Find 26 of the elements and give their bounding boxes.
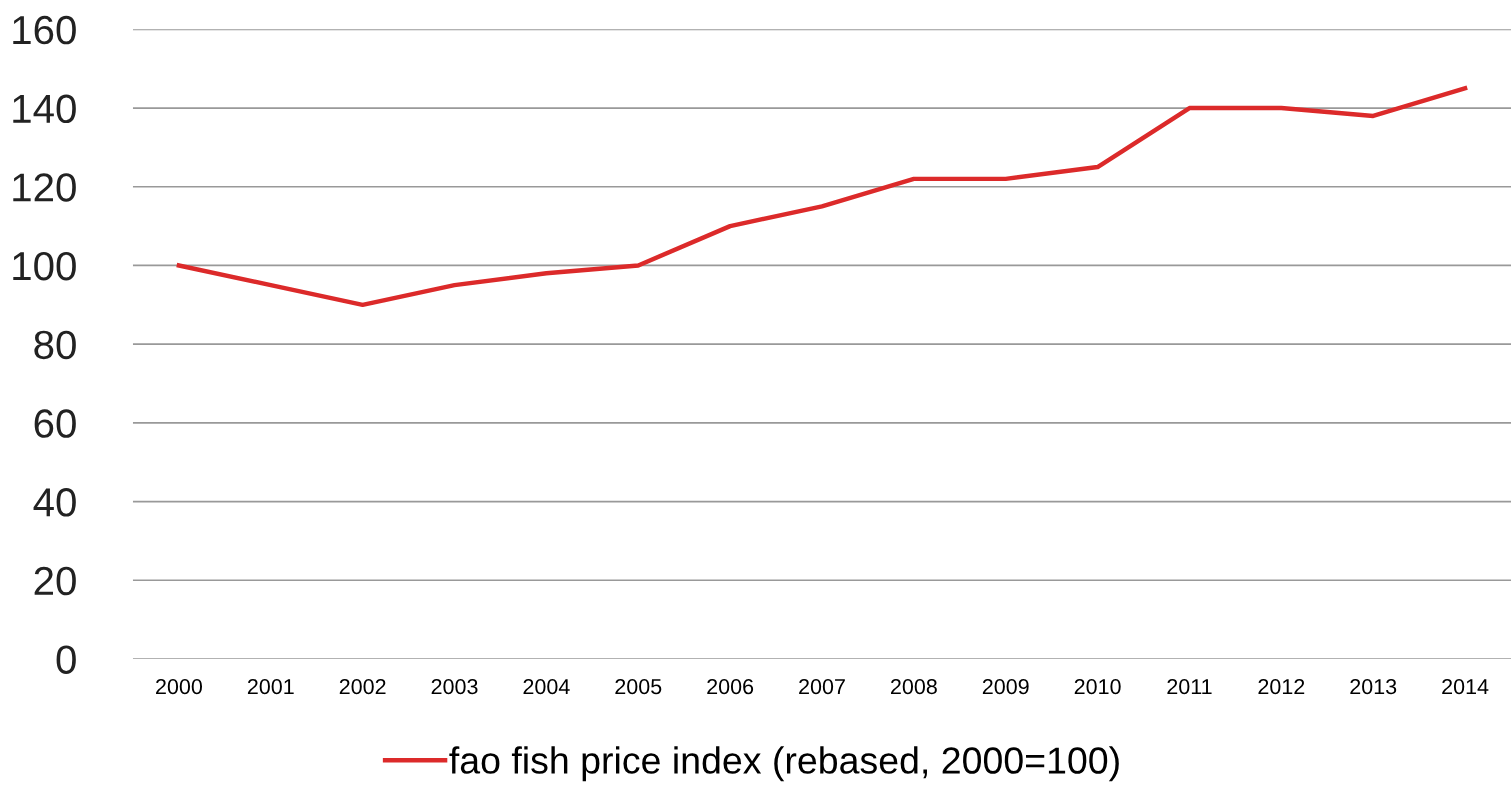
x-tick-label: 2010 <box>1074 679 1121 695</box>
line-series <box>176 86 1468 308</box>
x-tick-label: 2011 <box>1167 679 1212 695</box>
x-tick-label: 2001 <box>247 679 294 695</box>
x-tick-label: 2006 <box>707 679 754 695</box>
x-tick-label: 2004 <box>523 679 570 695</box>
x-tick-label: 2000 <box>156 679 203 695</box>
y-tick-label: 100 <box>13 251 76 281</box>
y-tick-label: 160 <box>13 15 76 45</box>
x-tick-label: 2008 <box>890 679 937 695</box>
x-tick-label: 2003 <box>431 679 478 695</box>
x-tick-label: 2007 <box>799 679 845 695</box>
y-tick-label: 80 <box>34 330 76 360</box>
x-tick-label: 2013 <box>1350 679 1397 695</box>
x-tick-label: 2009 <box>982 679 1029 695</box>
y-tick-label: 120 <box>13 173 76 202</box>
x-tick-label: 2002 <box>339 679 386 695</box>
y-tick-label: 40 <box>33 488 76 517</box>
legend-label: fao fish price index (rebased, 2000=100) <box>449 746 1119 782</box>
y-tick-label: 60 <box>34 409 76 438</box>
x-tick-label: 2005 <box>615 679 662 695</box>
y-tick-label: 0 <box>56 645 76 674</box>
y-tick-label: 20 <box>34 566 76 596</box>
x-tick-label: 2012 <box>1258 679 1305 695</box>
x-tick-label: 2014 <box>1442 679 1489 695</box>
y-tick-label: 140 <box>13 94 76 124</box>
